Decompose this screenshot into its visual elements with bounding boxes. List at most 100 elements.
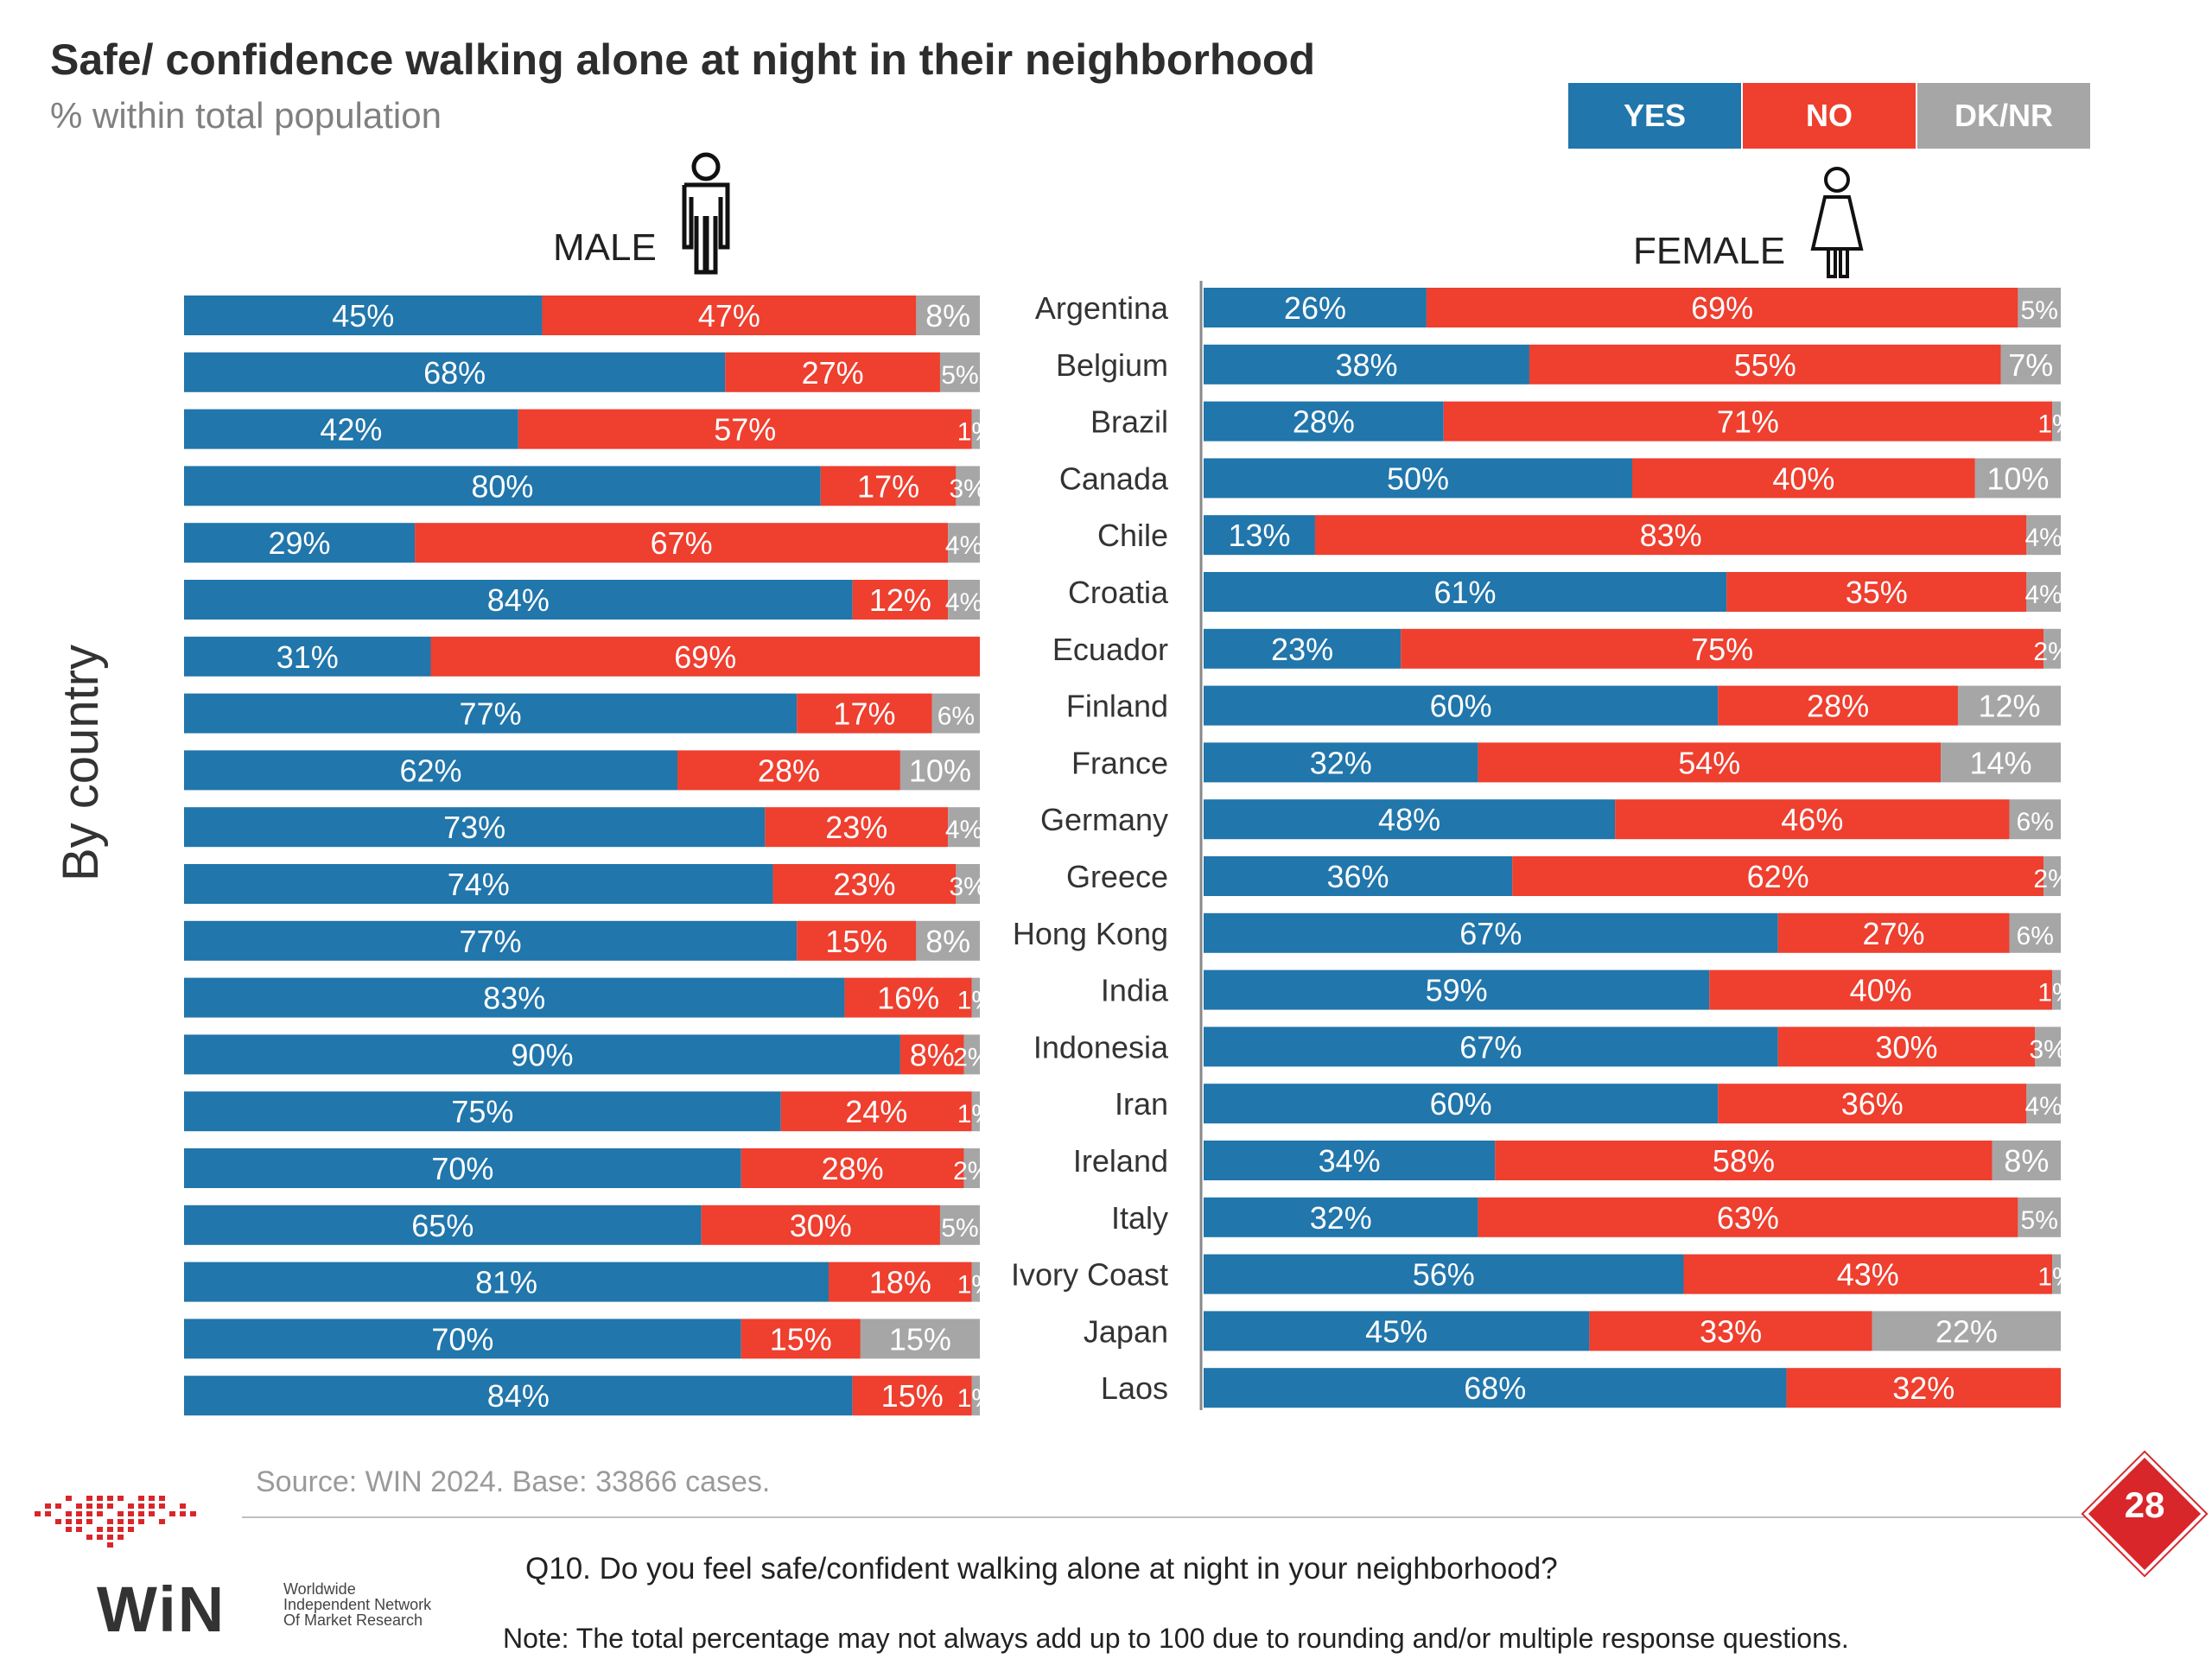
data-label: 15% — [881, 1378, 944, 1414]
data-label: 1% — [2037, 1263, 2075, 1292]
bar-no-france — [677, 750, 900, 791]
bar-dknr-chile — [2026, 515, 2061, 556]
bar-yes-japan — [1204, 1311, 1590, 1351]
logo-text: WiN — [97, 1573, 226, 1645]
bar-dknr-chile — [948, 523, 980, 563]
bar-yes-ivory-coast — [1204, 1254, 1684, 1294]
bar-dknr-germany — [2009, 799, 2061, 840]
bar-yes-croatia — [1204, 572, 1727, 612]
bar-dknr-laos — [971, 1376, 980, 1416]
data-label: 67% — [651, 525, 713, 561]
data-label: 33% — [1700, 1313, 1762, 1349]
data-label: 90% — [511, 1037, 573, 1072]
footer-divider — [242, 1516, 2126, 1518]
bar-yes-brazil — [184, 409, 518, 449]
legend-no: NO — [1743, 83, 1916, 149]
data-label: 81% — [475, 1265, 537, 1300]
data-label: 8% — [925, 924, 970, 959]
data-label: 10% — [909, 753, 971, 788]
bar-dknr-italy — [939, 1205, 980, 1245]
bar-no-belgium — [1529, 344, 2001, 385]
data-label: 54% — [1678, 745, 1740, 780]
data-label: 1% — [957, 418, 995, 447]
bar-no-croatia — [852, 580, 949, 620]
data-label: 31% — [276, 639, 339, 675]
bar-no-ireland — [1495, 1141, 1993, 1180]
data-label: 10% — [1986, 461, 2049, 496]
bar-yes-ivory-coast — [184, 1262, 830, 1302]
bar-yes-germany — [184, 807, 766, 848]
logo-subtitle: Worldwide Independent Network Of Market … — [283, 1581, 431, 1628]
data-label: 43% — [1837, 1257, 1899, 1293]
bar-dknr-iran — [2026, 1084, 2061, 1124]
data-label: 26% — [1284, 290, 1346, 326]
bar-dknr-argentina — [2018, 288, 2061, 327]
bar-dknr-finland — [1957, 685, 2061, 726]
data-label: 48% — [1378, 802, 1440, 837]
data-label: 69% — [674, 639, 736, 675]
data-label: 7% — [2008, 347, 2053, 383]
category-label: France — [1071, 745, 1168, 780]
bar-yes-hong-kong — [184, 920, 798, 961]
data-label: 83% — [483, 981, 545, 1016]
data-label: 57% — [714, 412, 776, 448]
bar-no-belgium — [725, 352, 940, 392]
bar-dknr-japan — [1872, 1311, 2061, 1351]
bar-no-germany — [1615, 799, 2010, 840]
bar-yes-greece — [1204, 856, 1513, 896]
category-label: Japan — [1084, 1313, 1168, 1349]
data-label: 28% — [758, 753, 820, 788]
category-label: Indonesia — [1033, 1029, 1169, 1065]
bar-no-brazil — [518, 409, 972, 449]
data-label: 16% — [877, 981, 939, 1016]
data-label: 77% — [460, 696, 522, 732]
bar-no-france — [1478, 742, 1942, 783]
data-label: 27% — [802, 355, 864, 391]
data-label: 30% — [790, 1208, 852, 1243]
data-label: 23% — [825, 810, 887, 845]
bar-no-finland — [1718, 685, 1958, 726]
category-label: Ivory Coast — [1011, 1257, 1168, 1293]
data-label: 28% — [822, 1151, 884, 1186]
bar-no-ecuador — [430, 636, 980, 677]
data-label: 84% — [487, 1378, 550, 1414]
data-label: 60% — [1430, 689, 1492, 724]
data-label: 34% — [1319, 1143, 1381, 1179]
data-label: 27% — [1863, 916, 1925, 951]
data-label: 4% — [945, 531, 982, 560]
data-label: 70% — [431, 1321, 493, 1357]
bar-yes-finland — [1204, 685, 1719, 726]
bar-dknr-ivory-coast — [2052, 1254, 2061, 1294]
bar-yes-laos — [184, 1376, 853, 1416]
data-label: 23% — [833, 867, 895, 902]
bar-yes-finland — [184, 693, 798, 734]
data-label: 15% — [889, 1321, 951, 1357]
data-label: 50% — [1387, 461, 1449, 496]
page-title: Safe/ confidence walking alone at night … — [50, 35, 1315, 84]
bar-yes-india — [1204, 969, 1710, 1010]
data-label: 17% — [833, 696, 895, 732]
source-note: Source: WIN 2024. Base: 33866 cases. — [256, 1465, 771, 1498]
data-label: 30% — [1875, 1029, 1937, 1065]
data-label: 6% — [2017, 922, 2054, 950]
stacked-bar-chart: 45% 47% 8% 68% 27% 5% 42% 57% 1% 80% 17% 3% 29% 67% 4%… — [184, 152, 2075, 1416]
category-label: Ireland — [1073, 1143, 1168, 1179]
bar-dknr-argentina — [916, 296, 980, 335]
data-label: 5% — [2021, 296, 2058, 325]
data-label: 68% — [423, 355, 486, 391]
bar-no-iran — [1718, 1084, 2027, 1124]
category-label: Croatia — [1068, 575, 1169, 610]
bar-yes-greece — [184, 864, 773, 904]
bar-yes-canada — [184, 466, 821, 506]
data-label: 32% — [1892, 1370, 1955, 1406]
data-label: 5% — [941, 361, 978, 390]
data-label: 24% — [845, 1094, 907, 1129]
bar-dknr-france — [1941, 742, 2061, 783]
bar-no-india — [1709, 969, 2053, 1010]
logo-sub-line: Independent Network — [283, 1596, 432, 1613]
category-label: Greece — [1066, 859, 1168, 894]
data-label: 3% — [950, 873, 987, 901]
data-label: 8% — [910, 1037, 955, 1072]
data-label: 67% — [1459, 916, 1522, 951]
category-label: Finland — [1066, 689, 1168, 724]
